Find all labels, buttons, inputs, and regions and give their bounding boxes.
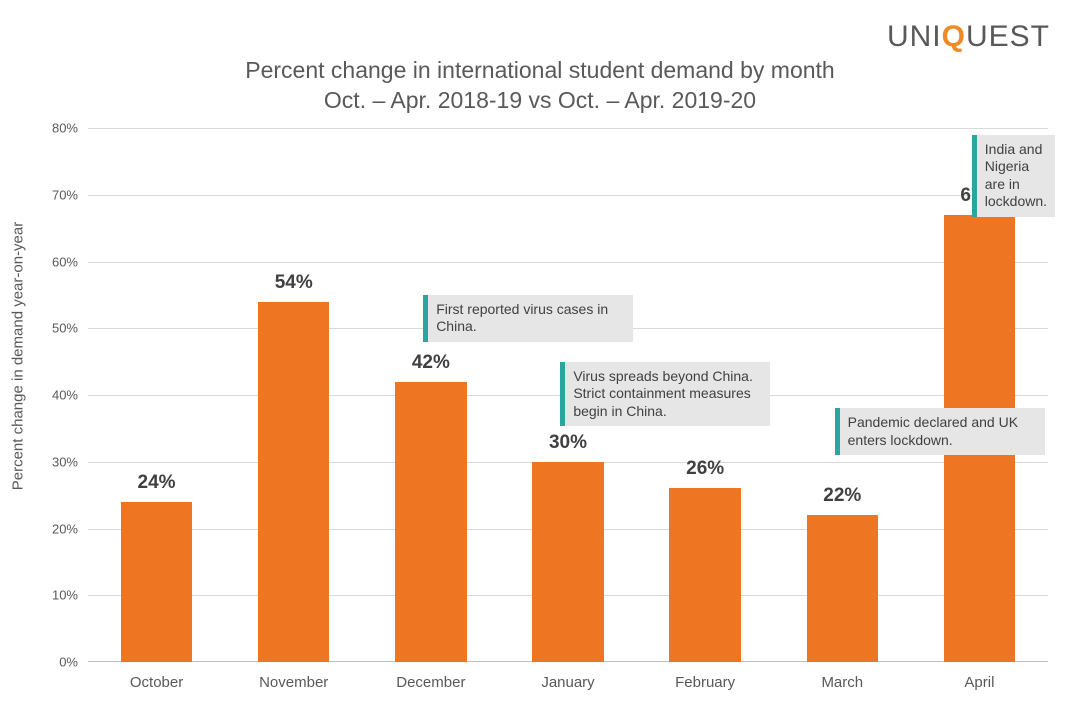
y-gridline — [88, 128, 1048, 129]
bar-value-label: 24% — [138, 472, 176, 494]
bar — [121, 502, 192, 662]
x-tick-label: October — [130, 674, 183, 691]
title-line-1: Percent change in international student … — [245, 57, 834, 83]
chart-plot-area: 0%10%20%30%40%50%60%70%80%October24%Nove… — [88, 128, 1048, 662]
y-tick-label: 80% — [52, 121, 78, 136]
x-tick-label: December — [396, 674, 465, 691]
x-tick-label: April — [964, 674, 994, 691]
bar — [258, 302, 329, 662]
logo-part-q: Q — [942, 20, 966, 53]
annotation: Virus spreads beyond China. Strict conta… — [560, 362, 770, 427]
annotation-text: India and Nigeria are in lockdown. — [977, 135, 1055, 217]
y-tick-label: 10% — [52, 588, 78, 603]
y-tick-label: 40% — [52, 388, 78, 403]
bar-value-label: 22% — [823, 485, 861, 507]
bar-value-label: 42% — [412, 352, 450, 374]
logo-part-uni: UNI — [887, 20, 942, 53]
y-tick-label: 30% — [52, 454, 78, 469]
bar — [807, 515, 878, 662]
bar-value-label: 26% — [686, 458, 724, 480]
chart-title: Percent change in international student … — [0, 56, 1080, 116]
y-gridline — [88, 195, 1048, 196]
y-tick-label: 70% — [52, 187, 78, 202]
annotation: India and Nigeria are in lockdown. — [972, 135, 1055, 217]
bar-value-label: 54% — [275, 272, 313, 294]
annotation-text: First reported virus cases in China. — [428, 295, 633, 342]
bar — [669, 488, 740, 662]
bar-value-label: 30% — [549, 432, 587, 454]
chart-stage: UNIQUEST Percent change in international… — [0, 0, 1080, 711]
x-tick-label: March — [821, 674, 863, 691]
annotation: Pandemic declared and UK enters lockdown… — [835, 408, 1045, 455]
y-tick-label: 50% — [52, 321, 78, 336]
x-tick-label: November — [259, 674, 328, 691]
title-line-2: Oct. – Apr. 2018-19 vs Oct. – Apr. 2019-… — [324, 87, 756, 113]
annotation-text: Virus spreads beyond China. Strict conta… — [565, 362, 770, 427]
y-tick-label: 60% — [52, 254, 78, 269]
y-tick-label: 20% — [52, 521, 78, 536]
bar — [532, 462, 603, 662]
bar — [395, 382, 466, 662]
y-gridline — [88, 262, 1048, 263]
y-tick-label: 0% — [59, 655, 78, 670]
x-tick-label: February — [675, 674, 735, 691]
brand-logo: UNIQUEST — [887, 20, 1050, 54]
annotation-text: Pandemic declared and UK enters lockdown… — [840, 408, 1045, 455]
x-tick-label: January — [541, 674, 594, 691]
logo-part-uest: UEST — [966, 20, 1050, 53]
y-axis-title: Percent change in demand year-on-year — [10, 221, 27, 490]
annotation: First reported virus cases in China. — [423, 295, 633, 342]
